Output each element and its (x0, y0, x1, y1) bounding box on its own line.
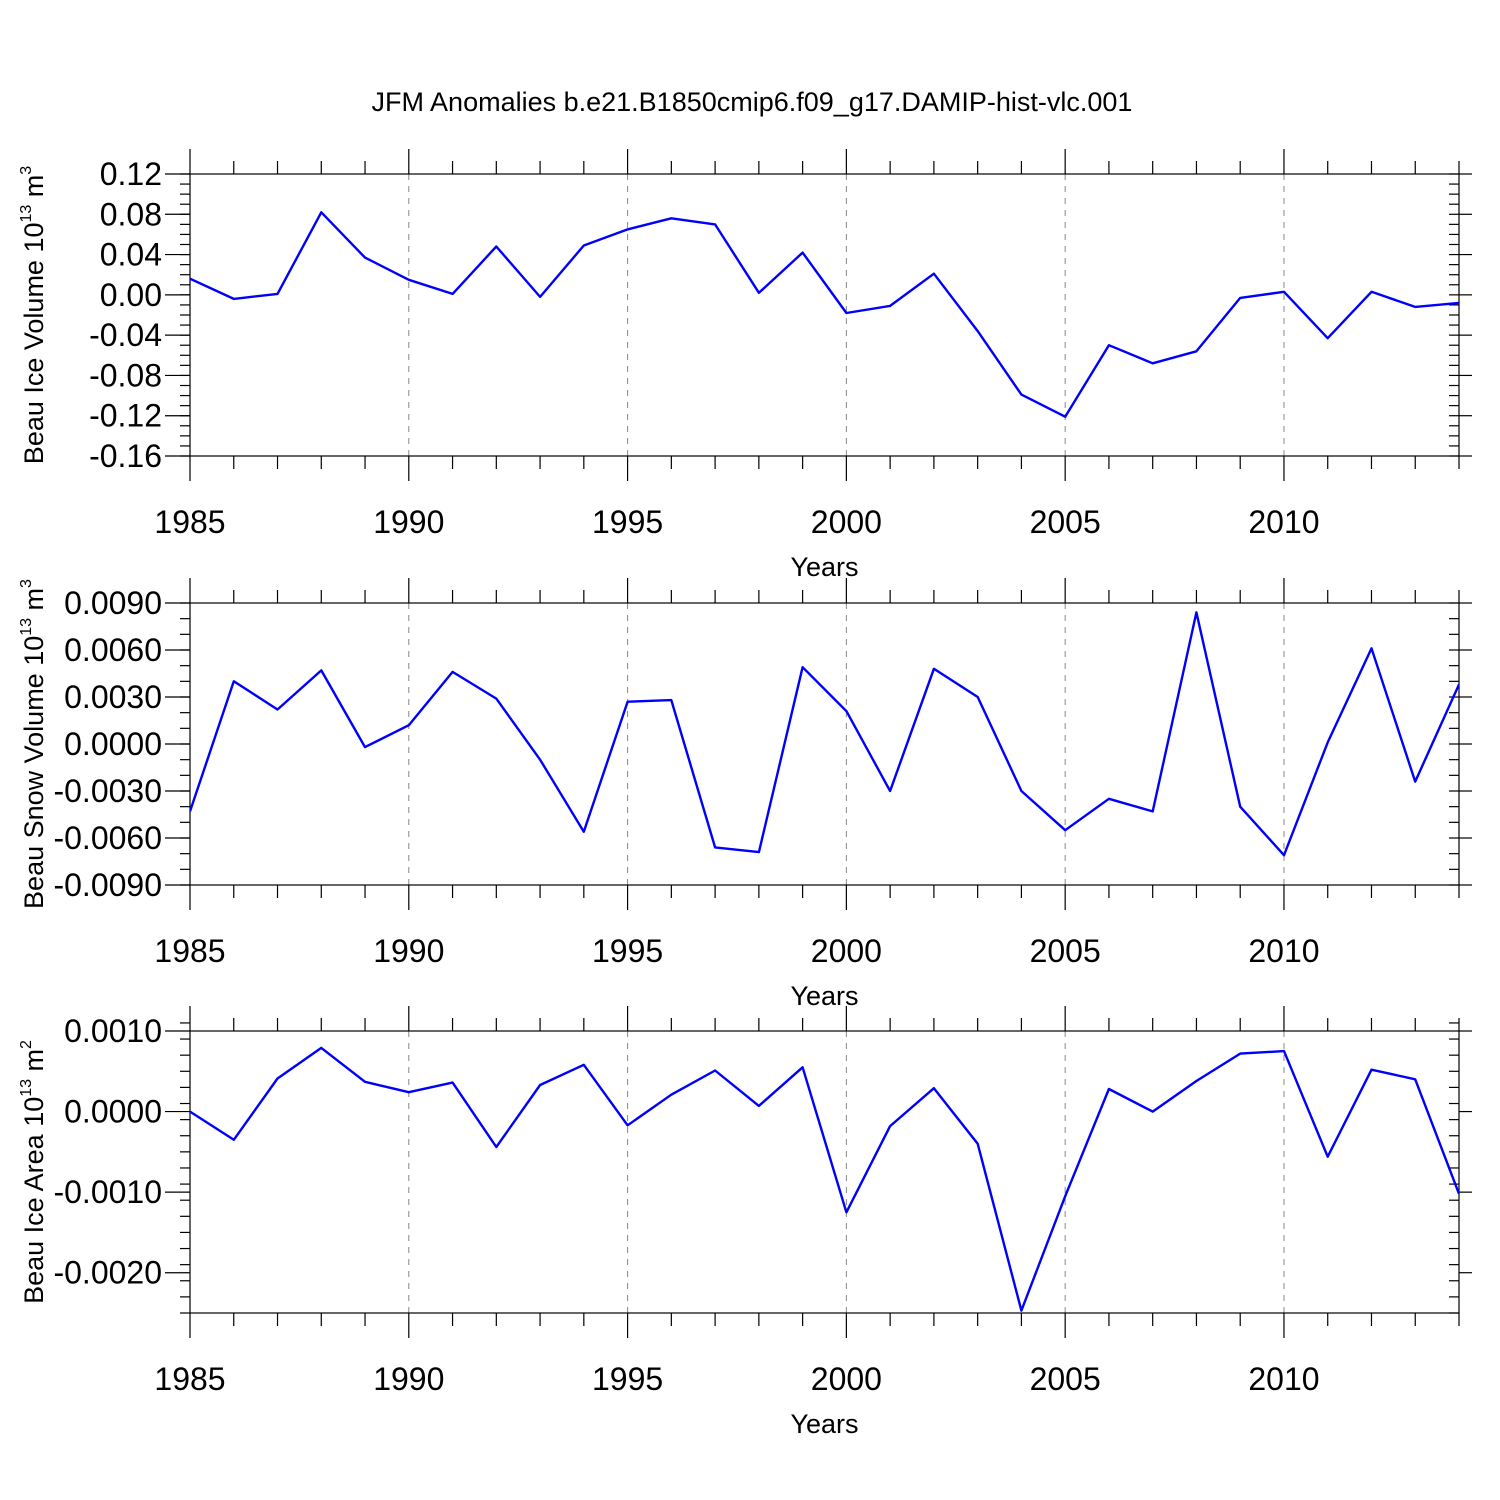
x-tick-label-1995: 1995 (592, 1361, 663, 1397)
data-points (190, 212, 1459, 417)
x-axis-label: Years (790, 981, 858, 1011)
y-axis-label: Beau Ice Volume 1013 m3 (18, 166, 49, 464)
x-tick-label-1985: 1985 (154, 1361, 225, 1397)
panel-2: 0.0090 0.0060 0.0030 0.0000 -0.0030 -0.0060 -0… (18, 578, 1472, 1011)
plot-frame (189, 1030, 1460, 1314)
x-tick-label-2000: 2000 (811, 1361, 882, 1397)
y-tick-label-1: 0.0060 (64, 632, 162, 668)
series-line (190, 211, 1459, 418)
x-tick-label-2005: 2005 (1030, 504, 1101, 540)
panel-1: 0.12 0.08 0.04 0.00 -0.04 -0.08 -0.12 -0.16 1985… (18, 149, 1472, 582)
y-tick-label-2: -0.0010 (53, 1174, 162, 1210)
y-tick-label-4: -0.04 (89, 317, 162, 353)
series-line (190, 611, 1459, 857)
x-tick-label-1985: 1985 (154, 504, 225, 540)
panels: 0.12 0.08 0.04 0.00 -0.04 -0.08 -0.12 -0.16 1985… (18, 149, 1472, 1439)
y-tick-label-3: -0.0020 (53, 1255, 162, 1291)
x-tick-label-2010: 2010 (1248, 933, 1319, 969)
y-tick-label-5: -0.0060 (53, 820, 162, 856)
y-tick-label-2: 0.0030 (64, 679, 162, 715)
figure-title: JFM Anomalies b.e21.B1850cmip6.f09_g17.D… (372, 87, 1133, 117)
x-tick-label-2000: 2000 (811, 933, 882, 969)
y-tick-label-1: 0.08 (100, 196, 162, 232)
x-tick-label-2005: 2005 (1030, 1361, 1101, 1397)
y-axis-label: Beau Snow Volume 1013 m3 (18, 579, 49, 909)
x-tick-label-1995: 1995 (592, 933, 663, 969)
y-tick-label-6: -0.0090 (53, 867, 162, 903)
y-tick-label-3: 0.0000 (64, 726, 162, 762)
plot-frame (189, 173, 1460, 457)
y-tick-label-4: -0.0030 (53, 773, 162, 809)
data-points (190, 612, 1459, 855)
x-axis-label: Years (790, 1409, 858, 1439)
y-tick-label-0: 0.0010 (64, 1013, 162, 1049)
x-tick-label-1990: 1990 (373, 1361, 444, 1397)
x-tick-label-2010: 2010 (1248, 504, 1319, 540)
y-axis-label: Beau Ice Area 1013 m2 (18, 1040, 49, 1304)
y-tick-label-5: -0.08 (89, 357, 162, 393)
y-tick-label-7: -0.16 (89, 438, 162, 474)
series-line (190, 1046, 1459, 1312)
y-tick-label-3: 0.00 (100, 277, 162, 313)
y-tick-label-2: 0.04 (100, 237, 162, 273)
x-tick-label-2010: 2010 (1248, 1361, 1319, 1397)
y-tick-label-0: 0.0090 (64, 585, 162, 621)
y-tick-label-0: 0.12 (100, 156, 162, 192)
x-tick-label-1990: 1990 (373, 933, 444, 969)
x-tick-label-1985: 1985 (154, 933, 225, 969)
y-tick-label-1: 0.0000 (64, 1094, 162, 1130)
x-tick-label-1995: 1995 (592, 504, 663, 540)
x-tick-label-2005: 2005 (1030, 933, 1101, 969)
x-tick-label-1990: 1990 (373, 504, 444, 540)
y-tick-label-6: -0.12 (89, 398, 162, 434)
panel-3: 0.0010 0.0000 -0.0010 -0.0020 1985 1990 1995 20… (18, 1006, 1472, 1439)
plot-frame (189, 602, 1460, 886)
data-points (190, 1048, 1459, 1311)
x-tick-label-2000: 2000 (811, 504, 882, 540)
x-axis-label: Years (790, 552, 858, 582)
